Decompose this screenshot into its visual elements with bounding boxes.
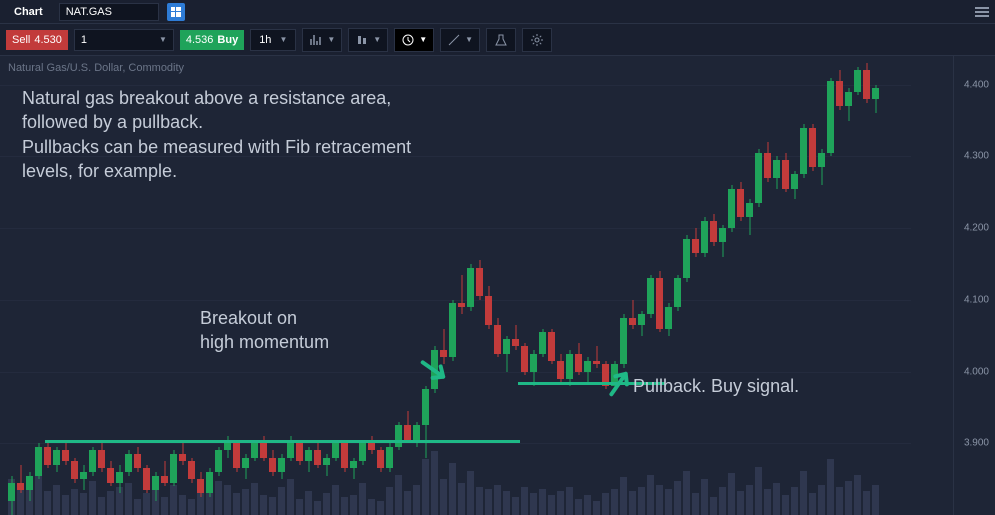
annotation-pullback: Pullback. Buy signal. bbox=[633, 374, 799, 398]
symbol-input[interactable] bbox=[59, 3, 159, 21]
quantity-select[interactable]: 1▼ bbox=[74, 29, 174, 51]
menu-icon[interactable] bbox=[975, 7, 989, 17]
chart-type-button[interactable]: ▼ bbox=[348, 28, 388, 52]
toolbar: Sell4.530 1▼ 4.536Buy 1h▼ ▼ ▼ ▼ ▼ bbox=[0, 24, 995, 56]
draw-line-button[interactable]: ▼ bbox=[440, 28, 480, 52]
top-bar: Chart bbox=[0, 0, 995, 24]
time-button[interactable]: ▼ bbox=[394, 28, 434, 52]
indicators-button[interactable]: ▼ bbox=[302, 28, 342, 52]
buy-button[interactable]: 4.536Buy bbox=[180, 30, 244, 50]
chart-tab[interactable]: Chart bbox=[6, 6, 51, 18]
settings-button[interactable] bbox=[522, 28, 552, 52]
annotation-main: Natural gas breakout above a resistance … bbox=[22, 86, 411, 183]
timeframe-select[interactable]: 1h▼ bbox=[250, 29, 296, 51]
layout-grid-button[interactable] bbox=[167, 3, 185, 21]
flask-button[interactable] bbox=[486, 28, 516, 52]
annotation-breakout: Breakout on high momentum bbox=[200, 306, 329, 355]
sell-button[interactable]: Sell4.530 bbox=[6, 30, 68, 50]
chart-area[interactable]: Natural Gas/U.S. Dollar, Commodity 3.900… bbox=[0, 56, 995, 515]
price-axis: 3.9004.0004.1004.2004.3004.400 bbox=[953, 56, 995, 515]
